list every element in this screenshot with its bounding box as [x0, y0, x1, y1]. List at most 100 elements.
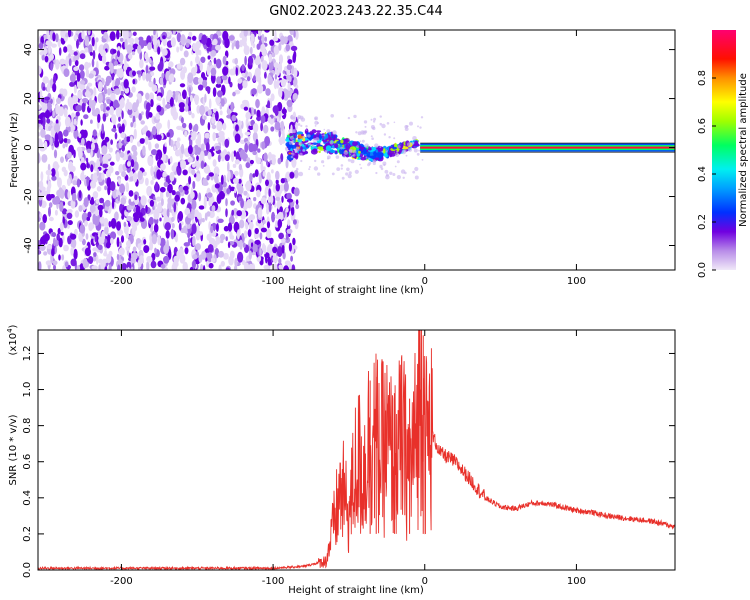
noise-blob: [243, 106, 249, 111]
noise-blob: [287, 82, 291, 92]
noise-blob: [199, 264, 204, 270]
faint-blob: [311, 144, 315, 148]
noise-blob: [191, 223, 197, 234]
noise-blob: [133, 150, 138, 157]
noise-blob: [44, 96, 50, 101]
noise-blob: [110, 139, 113, 145]
noise-blob: [208, 262, 214, 269]
noise-blob: [225, 236, 228, 242]
noise-blob: [260, 161, 264, 172]
noise-blob: [38, 104, 41, 110]
noise-blob: [198, 77, 204, 85]
noise-blob: [145, 92, 150, 101]
noise-blob: [52, 260, 58, 266]
noise-blob: [57, 177, 62, 188]
noise-blob: [91, 99, 96, 107]
faint-blob: [379, 115, 382, 118]
noise-blob: [60, 231, 64, 236]
noise-blob: [232, 163, 237, 168]
noise-blob: [38, 65, 42, 75]
noise-blob: [217, 90, 223, 98]
noise-blob: [187, 213, 194, 219]
noise-blob: [39, 221, 46, 231]
noise-blob: [254, 227, 259, 235]
noise-blob: [74, 59, 79, 67]
noise-blob: [168, 74, 175, 83]
noise-blob: [106, 88, 112, 96]
noise-blob: [76, 265, 81, 270]
noise-blob: [73, 248, 78, 260]
noise-blob: [54, 139, 60, 148]
noise-blob: [54, 132, 59, 143]
noise-blob: [184, 149, 188, 156]
noise-blob: [254, 67, 261, 79]
noise-blob: [127, 108, 133, 116]
noise-blob: [178, 102, 185, 109]
noise-blob: [235, 151, 240, 162]
signal-blob: [296, 144, 300, 147]
noise-blob: [254, 169, 259, 178]
noise-blob: [277, 219, 283, 229]
noise-blob: [173, 145, 176, 151]
faint-blob: [363, 120, 368, 124]
noise-blob: [133, 215, 140, 223]
noise-blob: [267, 256, 272, 266]
noise-blob: [240, 103, 245, 110]
noise-blob: [192, 254, 198, 260]
noise-blob: [194, 64, 198, 73]
noise-blob: [279, 184, 286, 192]
noise-blob: [248, 214, 256, 221]
noise-blob: [188, 176, 192, 185]
noise-blob: [132, 102, 138, 112]
noise-blob: [261, 33, 265, 44]
noise-blob: [252, 243, 258, 253]
noise-blob: [68, 58, 72, 67]
noise-blob: [136, 238, 141, 244]
noise-blob: [222, 55, 227, 65]
noise-blob: [41, 103, 48, 112]
signal-blob: [301, 133, 304, 137]
noise-blob: [93, 252, 97, 257]
noise-blob: [228, 76, 231, 85]
noise-blob: [101, 123, 104, 134]
noise-blob: [176, 46, 180, 53]
noise-blob: [92, 50, 96, 60]
noise-blob: [285, 207, 289, 213]
noise-blob: [96, 168, 100, 177]
noise-blob: [259, 246, 262, 257]
noise-blob: [275, 179, 279, 185]
faint-blob: [323, 128, 326, 131]
faint-blob: [308, 168, 311, 171]
noise-blob: [287, 55, 291, 61]
faint-blob: [370, 135, 373, 138]
noise-blob: [92, 191, 99, 199]
noise-blob: [214, 173, 219, 184]
noise-blob: [38, 119, 44, 124]
noise-blob: [212, 38, 218, 46]
noise-blob: [131, 51, 136, 56]
noise-blob: [114, 132, 118, 140]
noise-blob: [132, 78, 136, 85]
noise-blob: [84, 90, 91, 97]
noise-blob: [179, 107, 185, 113]
noise-blob: [103, 217, 109, 228]
signal-blob: [366, 152, 371, 156]
noise-blob: [115, 151, 121, 162]
noise-blob: [81, 238, 86, 246]
noise-blob: [43, 233, 50, 242]
noise-blob: [215, 96, 221, 104]
noise-blob: [40, 171, 44, 182]
noise-blob: [250, 30, 257, 33]
noise-blob: [266, 160, 269, 166]
noise-blob: [188, 166, 192, 174]
signal-blob: [318, 133, 322, 140]
faint-blob: [416, 152, 420, 156]
noise-blob: [266, 229, 271, 239]
noise-blob: [120, 90, 124, 96]
noise-blob: [145, 204, 148, 213]
noise-blob: [245, 162, 251, 169]
noise-blob: [260, 227, 267, 233]
faint-blob: [323, 134, 326, 137]
faint-blob: [290, 155, 294, 159]
noise-blob: [38, 249, 42, 255]
